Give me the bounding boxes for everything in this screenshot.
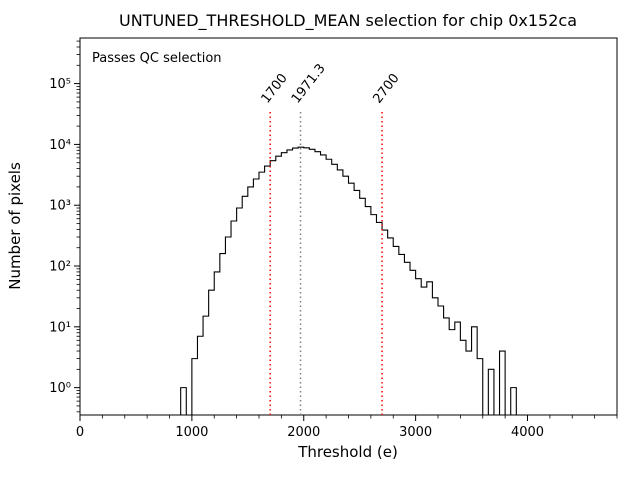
axes-box (79, 37, 618, 416)
y-tick-label: 10³ (49, 199, 71, 214)
histogram-step-line (180, 146, 517, 416)
y-tick-label: 10¹ (49, 320, 71, 335)
x-axis-label: Threshold (e) (297, 443, 398, 461)
y-tick-label: 10⁰ (49, 381, 71, 396)
x-tick-label: 2000 (287, 425, 320, 440)
y-tick-label: 10⁵ (49, 77, 71, 92)
x-tick-label: 3000 (399, 425, 432, 440)
x-tick-label: 4000 (511, 425, 544, 440)
threshold-vline-label-2700: 2700 (370, 71, 402, 106)
y-tick-label: 10⁴ (49, 138, 71, 153)
plot-area: 0 1000 2000 3000 4000 10⁰ 10¹ 10² 10³ 10⁴ 10⁵ 17001… (49, 37, 618, 440)
x-tick-label: 0 (76, 425, 84, 440)
y-axis-label: Number of pixels (6, 162, 24, 290)
y-tick-label: 10² (49, 260, 71, 275)
x-tick-label: 1000 (175, 425, 208, 440)
threshold-vline-label-1700: 1700 (259, 71, 291, 106)
qc-pass-annotation: Passes QC selection (92, 51, 222, 66)
chart-title: UNTUNED_THRESHOLD_MEAN selection for chi… (119, 11, 577, 31)
threshold-vline-label-1971.3: 1971.3 (289, 61, 329, 106)
